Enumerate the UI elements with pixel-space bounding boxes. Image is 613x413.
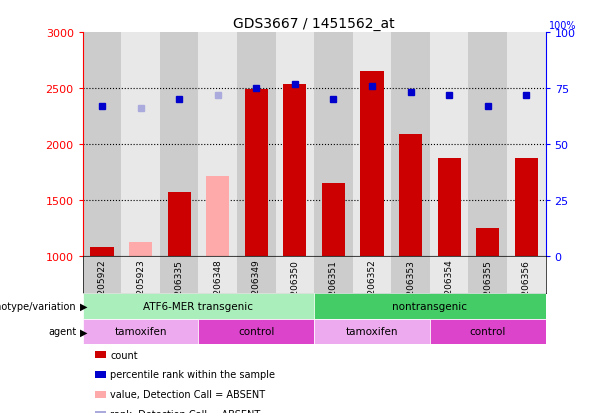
Bar	[476, 228, 499, 256]
Text: tamoxifen: tamoxifen	[115, 327, 167, 337]
Text: GSM206353: GSM206353	[406, 259, 415, 314]
Text: GSM205922: GSM205922	[97, 259, 107, 313]
Text: control: control	[238, 327, 275, 337]
Text: GSM206352: GSM206352	[368, 259, 376, 313]
Bar	[314, 293, 546, 319]
Bar	[352, 33, 391, 256]
Text: GSM206354: GSM206354	[444, 259, 454, 313]
Bar	[430, 33, 468, 256]
Bar	[352, 256, 391, 293]
Bar	[507, 256, 546, 293]
Bar	[515, 159, 538, 256]
Text: GSM206355: GSM206355	[483, 259, 492, 314]
Title: GDS3667 / 1451562_at: GDS3667 / 1451562_at	[234, 17, 395, 31]
Text: ▶: ▶	[80, 327, 87, 337]
Bar	[83, 293, 314, 319]
Text: count: count	[110, 350, 138, 360]
Bar	[199, 319, 314, 344]
Bar	[83, 256, 121, 293]
Bar	[399, 135, 422, 256]
Bar	[83, 33, 121, 256]
Text: GSM206351: GSM206351	[329, 259, 338, 314]
Bar	[237, 33, 276, 256]
Text: ATF6-MER transgenic: ATF6-MER transgenic	[143, 301, 253, 311]
Text: genotype/variation: genotype/variation	[0, 301, 77, 311]
Bar	[160, 33, 199, 256]
Bar	[121, 256, 160, 293]
Text: 100%: 100%	[549, 21, 576, 31]
Bar	[438, 159, 461, 256]
Bar	[121, 33, 160, 256]
Text: GSM205923: GSM205923	[136, 259, 145, 313]
Bar	[314, 33, 352, 256]
Text: GSM206348: GSM206348	[213, 259, 223, 313]
Bar	[160, 256, 199, 293]
Bar	[430, 256, 468, 293]
Text: control: control	[470, 327, 506, 337]
Text: GSM206356: GSM206356	[522, 259, 531, 314]
Text: rank, Detection Call = ABSENT: rank, Detection Call = ABSENT	[110, 409, 261, 413]
Bar	[83, 319, 199, 344]
Bar	[245, 90, 268, 256]
Bar	[283, 84, 306, 256]
Text: GSM206349: GSM206349	[252, 259, 261, 313]
Bar	[206, 177, 229, 256]
Bar	[314, 256, 352, 293]
Bar	[507, 33, 546, 256]
Bar	[468, 33, 507, 256]
Bar	[91, 247, 113, 256]
Bar	[167, 192, 191, 256]
Text: GSM206335: GSM206335	[175, 259, 184, 314]
Text: agent: agent	[48, 327, 77, 337]
Text: value, Detection Call = ABSENT: value, Detection Call = ABSENT	[110, 389, 265, 399]
Bar	[430, 319, 546, 344]
Bar	[360, 72, 384, 256]
Text: tamoxifen: tamoxifen	[346, 327, 398, 337]
Bar	[391, 256, 430, 293]
Text: nontransgenic: nontransgenic	[392, 301, 467, 311]
Bar	[322, 183, 345, 256]
Bar	[468, 256, 507, 293]
Bar	[276, 256, 314, 293]
Bar	[199, 33, 237, 256]
Bar	[199, 256, 237, 293]
Bar	[129, 243, 152, 256]
Bar	[237, 256, 276, 293]
Bar	[276, 33, 314, 256]
Bar	[314, 319, 430, 344]
Text: ▶: ▶	[80, 301, 87, 311]
Text: GSM206350: GSM206350	[291, 259, 299, 314]
Text: percentile rank within the sample: percentile rank within the sample	[110, 370, 275, 380]
Bar	[391, 33, 430, 256]
